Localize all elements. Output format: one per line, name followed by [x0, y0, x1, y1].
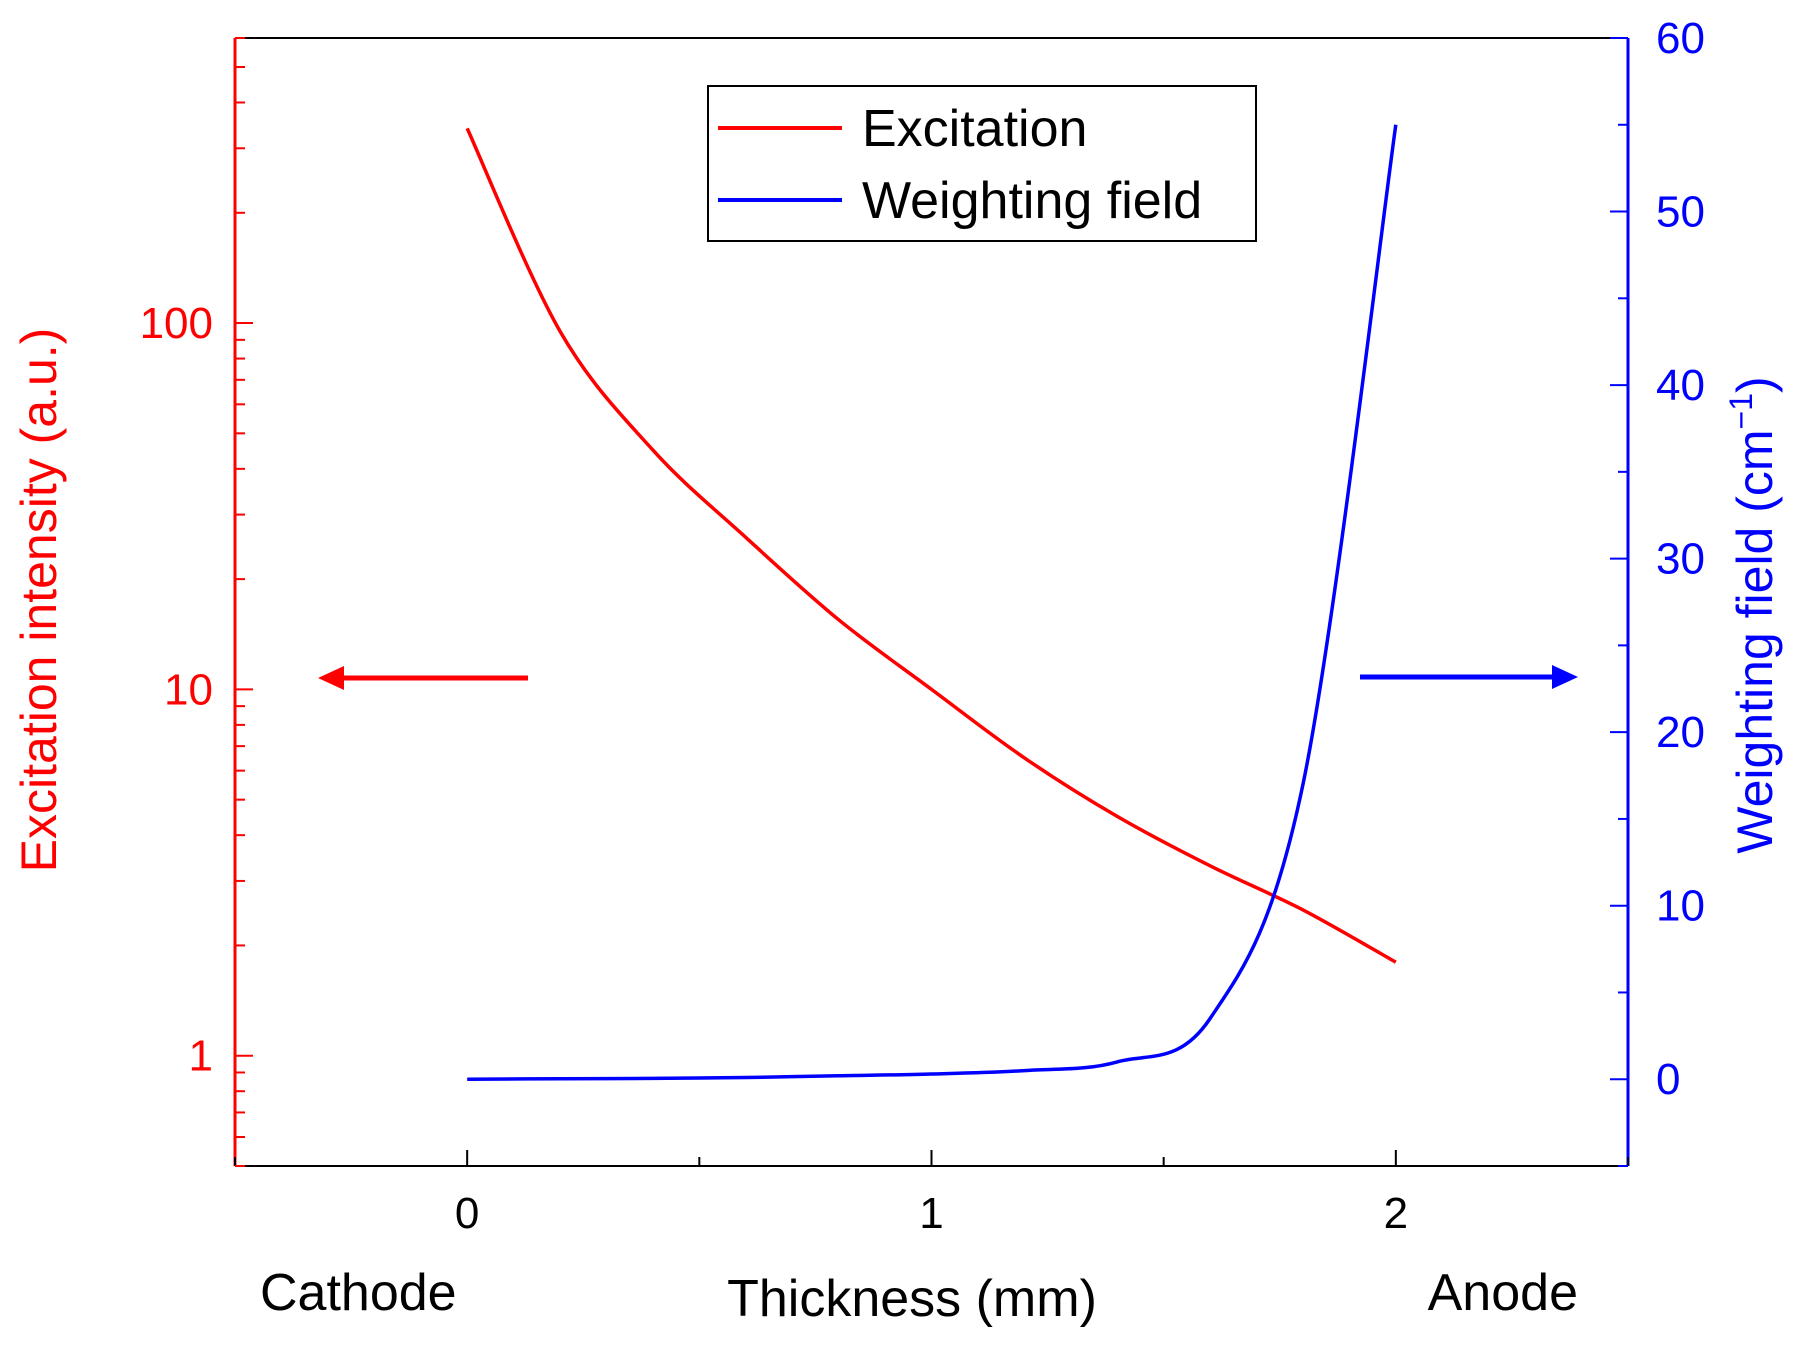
right-tick-label: 40: [1656, 361, 1705, 410]
x-tick-label: 2: [1384, 1189, 1408, 1238]
right-axis-ticks: 0 10 20 30 40 50 60: [1610, 14, 1705, 1167]
series-line-excitation: [465, 127, 1397, 964]
right-axis-label: Weighting field (cm−1): [1723, 376, 1783, 853]
left-axis-label: Excitation intensity (a.u.): [11, 328, 67, 873]
right-tick-label: 50: [1656, 188, 1705, 237]
right-tick-label: 20: [1656, 708, 1705, 757]
anode-label: Anode: [1428, 1264, 1578, 1322]
left-axis-ticks: 1 10 100: [140, 37, 253, 1167]
series-line-weighting-field: [467, 124, 1398, 1081]
legend-label-excitation: Excitation: [862, 100, 1087, 158]
left-tick-label: 10: [164, 665, 213, 714]
right-tick-label: 10: [1656, 882, 1705, 931]
left-tick-label: 1: [189, 1032, 213, 1081]
legend-box: [707, 85, 1257, 242]
right-tick-label: 30: [1656, 535, 1705, 584]
right-tick-label: 60: [1656, 14, 1705, 63]
right-axis-label-end: ): [1727, 376, 1783, 393]
legend: Excitation Weighting field: [707, 85, 1257, 242]
x-tick-label: 0: [455, 1189, 479, 1238]
x-axis-ticks: 0 1 2: [234, 1150, 1629, 1238]
cathode-label: Cathode: [260, 1264, 457, 1322]
left-tick-label: 100: [140, 299, 213, 348]
right-axis-label-main: Weighting field (cm: [1727, 429, 1783, 853]
right-tick-label: 0: [1656, 1055, 1680, 1104]
right-axis-arrowhead: [1552, 665, 1578, 689]
legend-label-weighting-field: Weighting field: [862, 172, 1202, 230]
series-layer: [465, 124, 1398, 1081]
left-axis-arrowhead: [318, 666, 344, 690]
right-axis-label-sup: −1: [1723, 393, 1759, 429]
x-tick-label: 1: [919, 1189, 943, 1238]
x-axis-label: Thickness (mm): [727, 1270, 1097, 1328]
